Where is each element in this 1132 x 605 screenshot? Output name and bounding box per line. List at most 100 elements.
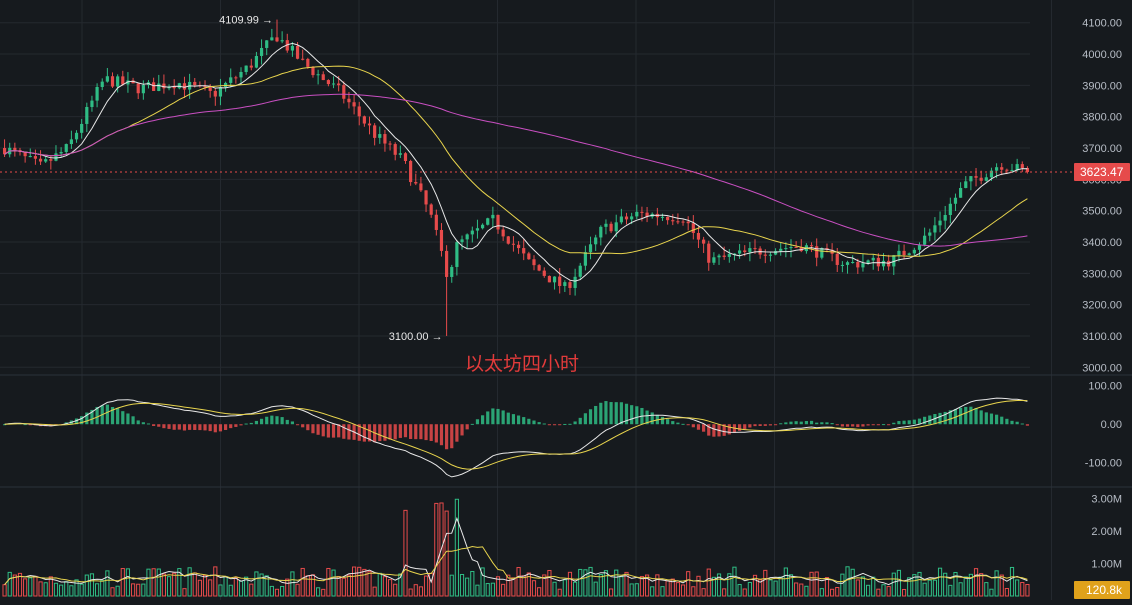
macd-histogram-bar xyxy=(403,424,408,438)
volume-bar xyxy=(639,576,645,597)
macd-histogram-bar xyxy=(799,421,803,425)
candle-body xyxy=(378,134,382,138)
macd-histogram-bar xyxy=(804,421,809,425)
candle-body xyxy=(275,37,279,42)
candle-body xyxy=(465,234,469,240)
volume-bar xyxy=(120,568,125,597)
candle-body xyxy=(558,276,562,286)
macd-histogram-bar xyxy=(614,402,618,425)
price-tick-label: 3300.00 xyxy=(1082,268,1122,280)
volume-bar xyxy=(794,582,799,597)
volume-bar xyxy=(33,575,38,597)
macd-histogram-bar xyxy=(779,423,783,425)
candle-body xyxy=(506,236,510,244)
macd-histogram-bar xyxy=(984,412,988,425)
candle-body xyxy=(131,80,135,84)
candle-body xyxy=(717,255,721,258)
last-price-tag: 3623.47 xyxy=(1074,162,1130,181)
candle-body xyxy=(162,83,166,89)
volume-bar xyxy=(994,570,999,597)
macd-histogram-bar xyxy=(121,411,125,425)
volume-bar xyxy=(763,569,768,597)
volume-bar xyxy=(382,576,388,597)
candle-body xyxy=(301,58,305,60)
macd-histogram-bar xyxy=(110,407,115,425)
candle-body xyxy=(938,220,942,226)
candle-body xyxy=(496,214,500,230)
volume-bar xyxy=(958,582,963,597)
macd-histogram-bar xyxy=(146,423,151,425)
volume-bar xyxy=(362,568,367,597)
macd-histogram-bar xyxy=(85,412,89,425)
volume-bar xyxy=(2,584,7,597)
candle-body xyxy=(229,77,233,83)
candle-body xyxy=(398,153,402,155)
macd-histogram-bar xyxy=(229,424,233,429)
volume-bar xyxy=(223,576,228,597)
volume-bar xyxy=(187,567,192,597)
candle-body xyxy=(311,66,315,76)
price-tick-label: 3900.00 xyxy=(1082,80,1122,92)
macd-histogram-bar xyxy=(599,402,603,425)
candle-body xyxy=(763,254,767,256)
candle-body xyxy=(295,45,300,59)
volume-bar xyxy=(917,571,922,597)
macd-histogram-bar xyxy=(162,424,166,429)
price-tick-label: 3200.00 xyxy=(1082,300,1122,312)
candle-body xyxy=(552,276,557,283)
candle-body xyxy=(234,77,238,79)
candle-body xyxy=(609,223,613,232)
candle-body xyxy=(984,177,988,181)
volume-bar xyxy=(752,574,758,597)
volume-bar xyxy=(968,573,973,597)
volume-bar xyxy=(408,588,413,597)
macd-histogram-bar xyxy=(439,424,444,446)
candle-body xyxy=(737,250,742,254)
candle-body xyxy=(110,76,115,87)
macd-histogram-bar xyxy=(763,424,767,426)
volume-bar xyxy=(280,585,285,597)
volume-bar xyxy=(208,579,213,597)
candle-body xyxy=(290,45,295,51)
volume-bar xyxy=(696,575,701,597)
candle-body xyxy=(429,204,433,215)
volume-bar xyxy=(7,571,12,597)
macd-histogram-bar xyxy=(789,421,793,425)
macd-histogram-bar xyxy=(455,424,459,442)
volume-bar xyxy=(860,576,866,597)
volume-bar xyxy=(644,574,650,597)
candle-body xyxy=(522,248,526,254)
volume-bar xyxy=(1009,566,1015,597)
candle-body xyxy=(799,247,803,252)
volume-bar xyxy=(316,587,321,597)
volume-bar xyxy=(778,576,783,597)
volume-bar xyxy=(177,568,182,597)
candle-body xyxy=(157,83,161,91)
volume-bar xyxy=(12,574,17,597)
macd-histogram-bar xyxy=(768,424,773,426)
macd-histogram-bar xyxy=(347,424,351,440)
volume-bar xyxy=(434,502,439,597)
volume-bar xyxy=(69,585,74,597)
volume-bar xyxy=(588,566,593,597)
volume-bar xyxy=(490,582,495,597)
candle-body xyxy=(439,229,444,251)
candle-body xyxy=(49,159,53,161)
macd-histogram-bar xyxy=(994,414,999,425)
macd-histogram-bar xyxy=(691,424,695,428)
macd-histogram-bar xyxy=(835,424,839,426)
candle-body xyxy=(527,253,531,260)
candle-body xyxy=(722,255,726,257)
macd-histogram-bar xyxy=(177,424,181,430)
volume-bar xyxy=(655,574,660,597)
candle-body xyxy=(892,255,896,267)
macd-histogram-bar xyxy=(840,424,844,427)
candle-body xyxy=(928,232,932,236)
candle-body xyxy=(424,190,428,205)
candle-body xyxy=(861,263,865,268)
candle-body xyxy=(917,244,922,250)
volume-bar xyxy=(1025,583,1030,597)
volume-bar xyxy=(495,576,501,597)
